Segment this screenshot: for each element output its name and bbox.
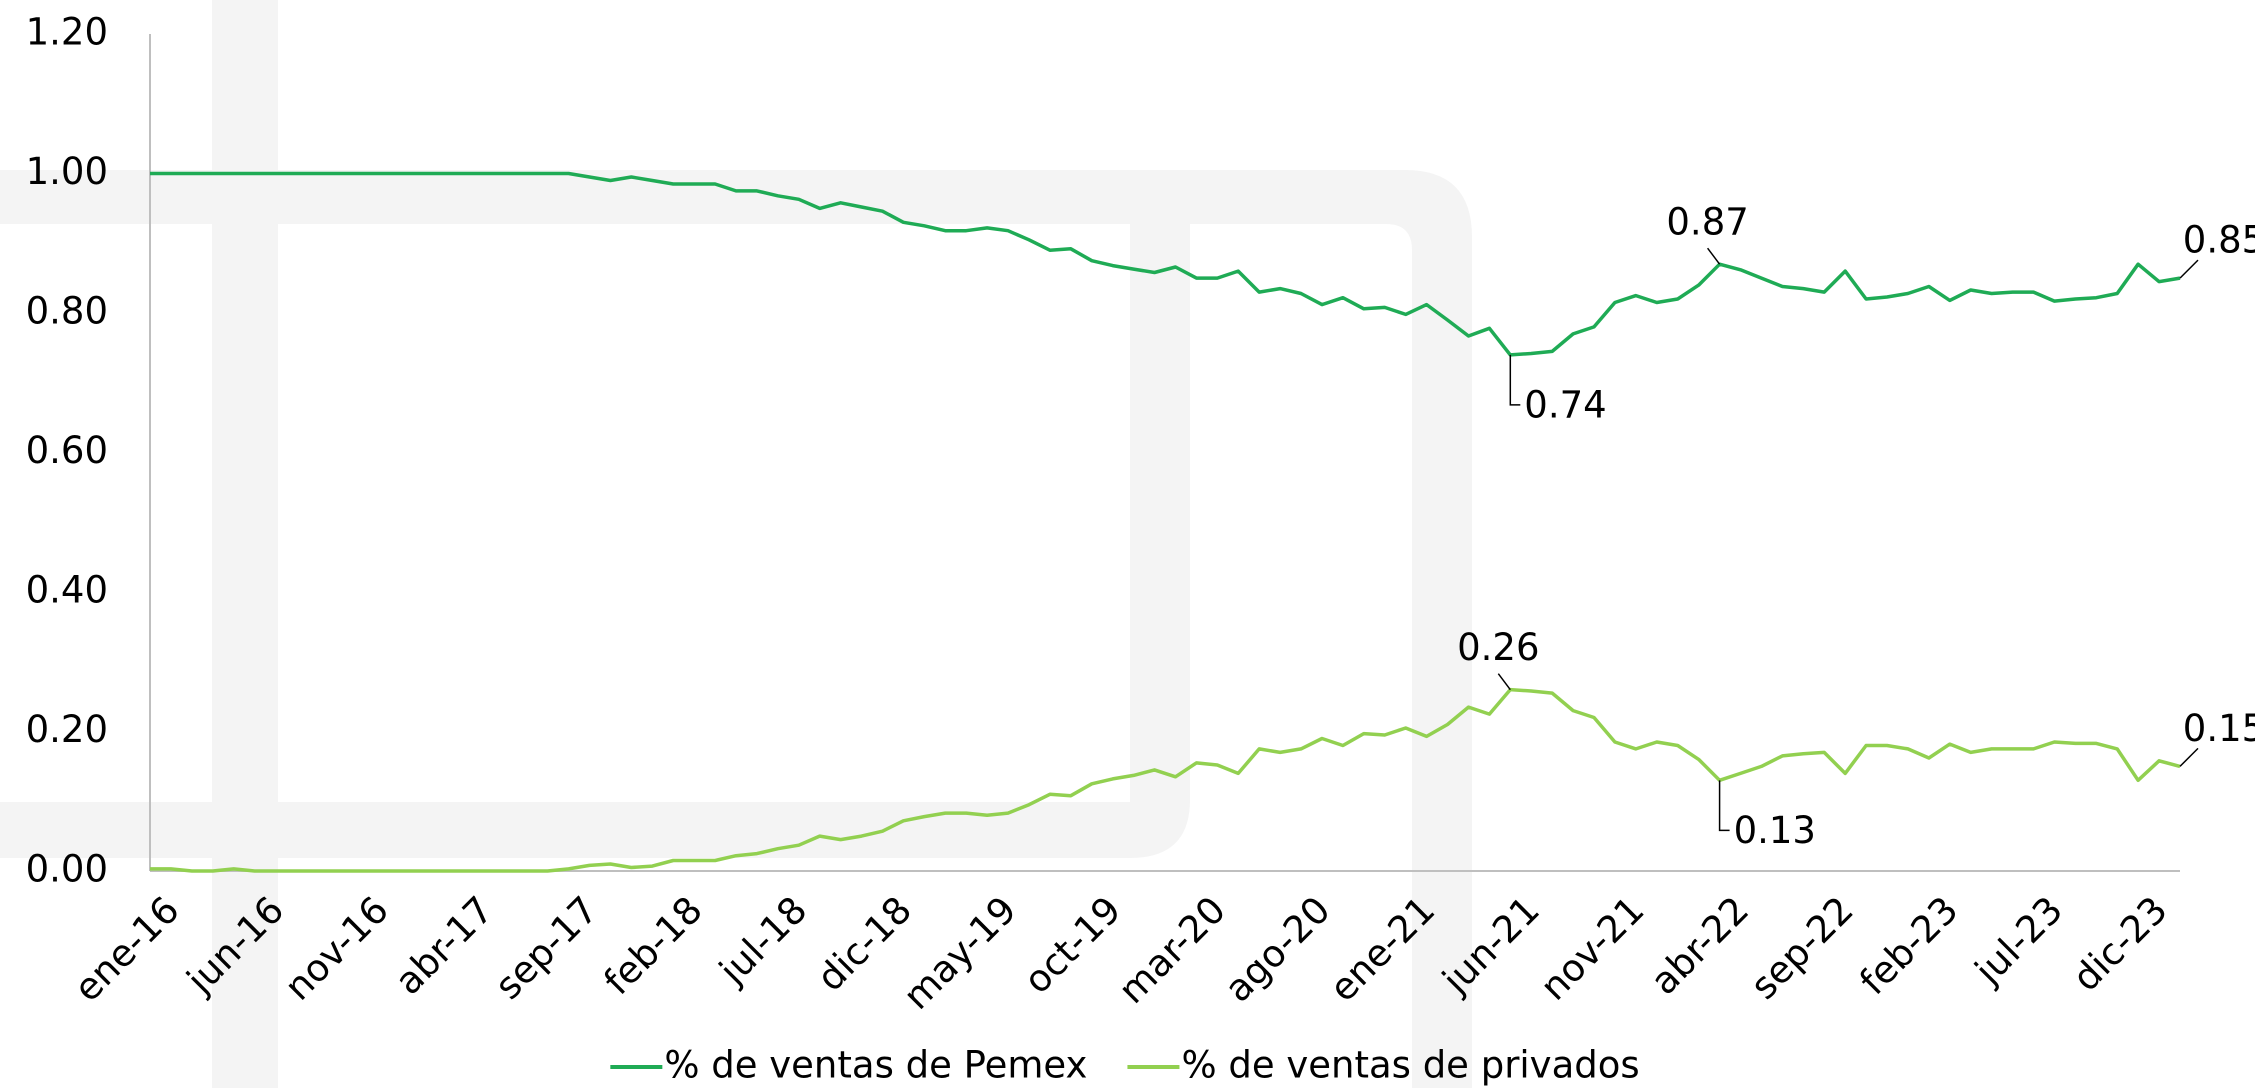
series-line (150, 171, 2181, 357)
label-leader (1497, 673, 1511, 691)
x-tick-label: mar-20 (1110, 888, 1234, 1012)
y-tick-label: 0.60 (26, 429, 108, 472)
x-tick-label: jul-18 (710, 888, 815, 993)
y-tick-label: 0.80 (26, 290, 108, 333)
x-tick-label: nov-21 (1532, 888, 1653, 1009)
x-tick-label: abr-22 (1642, 888, 1757, 1003)
legend: % de ventas de Pemex % de ventas de priva… (610, 1044, 1640, 1087)
y-tick-label: 1.00 (26, 150, 108, 193)
x-tick-label: jul-23 (1966, 888, 2071, 993)
x-tick-label: feb-23 (1851, 888, 1966, 1003)
legend-label: % de ventas de Pemex (664, 1044, 1087, 1087)
x-tick-label: sep-17 (487, 888, 606, 1007)
label-leader (2179, 259, 2199, 279)
y-tick-label: 0.40 (26, 569, 108, 612)
data-label: 0.74 (1524, 383, 1606, 426)
x-tick-label: ago-20 (1216, 888, 1338, 1010)
x-tick-label: ene-16 (66, 888, 188, 1010)
x-tick-label: dic-23 (2064, 888, 2175, 999)
legend-label: % de ventas de privados (1181, 1044, 1639, 1087)
y-tick-label: 0.00 (26, 848, 108, 891)
data-label: 0.87 (1666, 201, 1748, 244)
x-tick-label: may-19 (895, 888, 1025, 1018)
watermark (0, 0, 1472, 1088)
data-label: 0.26 (1457, 626, 1539, 669)
y-tick-label: 1.20 (26, 11, 108, 54)
label-leader (1718, 780, 1730, 832)
data-label: 0.13 (1734, 809, 1816, 852)
data-label: 0.15 (2183, 707, 2255, 750)
label-leader (1509, 354, 1521, 406)
x-tick-label: nov-16 (276, 888, 397, 1009)
data-label: 0.85 (2183, 219, 2255, 262)
x-tick-label: feb-18 (596, 888, 711, 1003)
label-leader (1706, 247, 1721, 265)
label-leader (2179, 747, 2199, 767)
y-tick-label: 0.20 (26, 708, 108, 751)
x-tick-label: abr-17 (387, 888, 502, 1003)
series-line (150, 687, 2181, 873)
x-tick-label: sep-22 (1742, 888, 1861, 1007)
